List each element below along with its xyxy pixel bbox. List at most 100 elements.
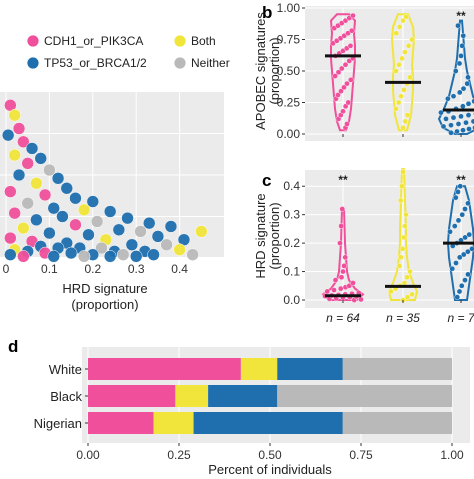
apobec-data-point: [347, 43, 354, 49]
apobec-data-point: [335, 69, 342, 76]
hrd-data-point: [358, 296, 364, 303]
hrd-significance-label: **: [338, 173, 348, 187]
scatter-x-tick-label: 0: [3, 262, 10, 276]
scatter-point: [4, 185, 17, 198]
apobec-y-axis-label: APOBEC signatures: [253, 12, 268, 130]
apobec-data-point: [460, 103, 466, 110]
apobec-data-point: [332, 73, 338, 79]
scatter-point: [17, 221, 30, 235]
scatter-point: [47, 201, 60, 215]
apobec-data-point: [471, 98, 474, 105]
apobec-data-point: [348, 27, 355, 34]
legend-label-neither: Neither: [191, 56, 230, 70]
apobec-data-point: [460, 85, 467, 92]
hrd-data-point: [398, 254, 404, 261]
legend: CDH1_or_PIK3CA Both TP53_or_BRCA1/2 Neit…: [14, 25, 236, 79]
scatter-point: [47, 250, 60, 263]
apobec-data-point: [456, 89, 463, 96]
scatter-point: [95, 241, 108, 255]
apobec-data-point: [463, 119, 469, 126]
apobec-data-point: [338, 65, 345, 72]
scatter-point: [8, 108, 21, 122]
hrd-y-tick-label: 0.2: [283, 236, 300, 250]
apobec-y-tick-label: 0.75: [277, 33, 301, 47]
scatter-point: [129, 250, 143, 263]
apobec-data-point: [403, 14, 409, 20]
stacked-category-label: White: [49, 362, 82, 377]
apobec-y-tick-label: 0.50: [277, 64, 301, 78]
apobec-data-point: [398, 93, 404, 99]
scatter-point: [195, 225, 208, 238]
apobec-data-point: [458, 113, 464, 120]
hrd-data-point: [401, 280, 408, 286]
apobec-data-point: [458, 53, 464, 59]
scatter-point: [56, 210, 69, 223]
stacked-bar-segment: [175, 385, 209, 407]
hrd-violin-outline: [446, 185, 474, 301]
panel-b-background: [305, 6, 474, 141]
scatter-point: [51, 172, 65, 185]
apobec-data-point: [460, 32, 467, 39]
hrd-y-tick-label: 0.4: [283, 179, 300, 193]
scatter-point: [90, 215, 104, 228]
hrd-y-axis-label-unit: (proportion): [267, 202, 282, 269]
hrd-data-point: [399, 183, 405, 190]
hrd-data-point: [346, 282, 353, 289]
scatter-point: [82, 228, 95, 242]
apobec-data-point: [400, 124, 406, 131]
panel-letter-b: b: [262, 3, 272, 22]
stacked-bar-segment: [208, 385, 278, 407]
hrd-data-point: [337, 240, 343, 246]
apobec-data-point: [455, 121, 462, 127]
hrd-data-point: [340, 268, 346, 275]
stacked-bar-segment: [88, 385, 176, 407]
hrd-data-point: [465, 248, 471, 255]
hrd-data-point: [457, 183, 464, 190]
apobec-data-point: [340, 108, 346, 115]
stacked-x-tick-label: 0.00: [76, 448, 100, 462]
scatter-x-tick-label: 0.3: [128, 262, 145, 276]
apobec-y-tick-label: 0.00: [277, 127, 301, 141]
hrd-data-point: [455, 189, 461, 195]
apobec-data-point: [448, 129, 454, 136]
apobec-data-point: [459, 43, 465, 49]
scatter-x-tick-label: 0.1: [41, 262, 58, 276]
hrd-data-point: [409, 291, 415, 298]
scatter-point: [134, 225, 147, 238]
stacked-bar-segment: [88, 358, 241, 380]
hrd-data-point: [452, 194, 459, 201]
hrd-y-tick-label: 0.3: [283, 208, 300, 222]
hrd-data-point: [400, 234, 407, 241]
scatter-point: [125, 238, 139, 251]
scatter-point: [121, 211, 134, 225]
apobec-data-point: [465, 112, 472, 118]
scatter-point: [1, 128, 15, 142]
hrd-data-point: [400, 169, 406, 175]
stacked-bar-segment: [277, 358, 343, 380]
scatter-point: [77, 203, 91, 217]
scatter-point: [186, 248, 199, 261]
hrd-data-point: [324, 288, 331, 295]
hrd-data-point: [466, 231, 473, 238]
apobec-data-point: [456, 60, 463, 67]
scatter-point: [151, 230, 165, 243]
scatter-point: [160, 238, 173, 251]
apobec-data-point: [454, 128, 460, 135]
hrd-data-point: [449, 265, 456, 272]
apobec-data-point: [335, 92, 341, 98]
scatter-point: [43, 163, 56, 177]
apobec-data-point: [344, 80, 350, 87]
apobec-data-point: [445, 95, 451, 102]
hrd-data-point: [462, 234, 468, 241]
hrd-data-point: [456, 254, 463, 261]
stacked-category-label: Black: [50, 389, 82, 404]
stacked-category-label: Nigerian: [34, 416, 82, 431]
apobec-y-tick-label: 0.25: [277, 96, 301, 110]
hrd-n-label: n = 7: [447, 311, 474, 325]
scatter-point: [25, 142, 39, 155]
stacked-bar-segment: [193, 412, 343, 434]
scatter-point: [4, 231, 17, 245]
scatter-point: [4, 248, 17, 261]
stacked-bar-segment: [153, 412, 194, 434]
